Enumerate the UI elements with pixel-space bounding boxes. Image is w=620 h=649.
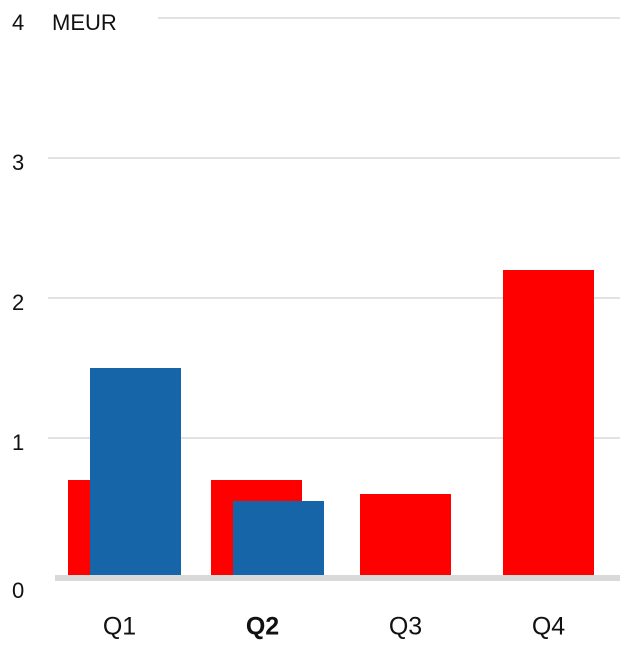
- y-tick-label: 0: [12, 578, 24, 603]
- x-tick-label: Q1: [103, 613, 136, 641]
- y-tick-label: 4: [12, 10, 24, 35]
- x-tick-label: Q3: [389, 613, 422, 641]
- y-tick-label: 1: [12, 430, 24, 455]
- bar: [360, 494, 451, 578]
- bar: [503, 270, 594, 578]
- x-tick-label: Q4: [532, 613, 565, 641]
- bar: [90, 368, 181, 578]
- x-tick-label: Q2: [246, 613, 279, 641]
- bar: [233, 501, 324, 578]
- y-tick-label: 2: [12, 290, 24, 315]
- y-tick-label: 3: [12, 150, 24, 175]
- y-axis-label: MEUR: [52, 10, 117, 35]
